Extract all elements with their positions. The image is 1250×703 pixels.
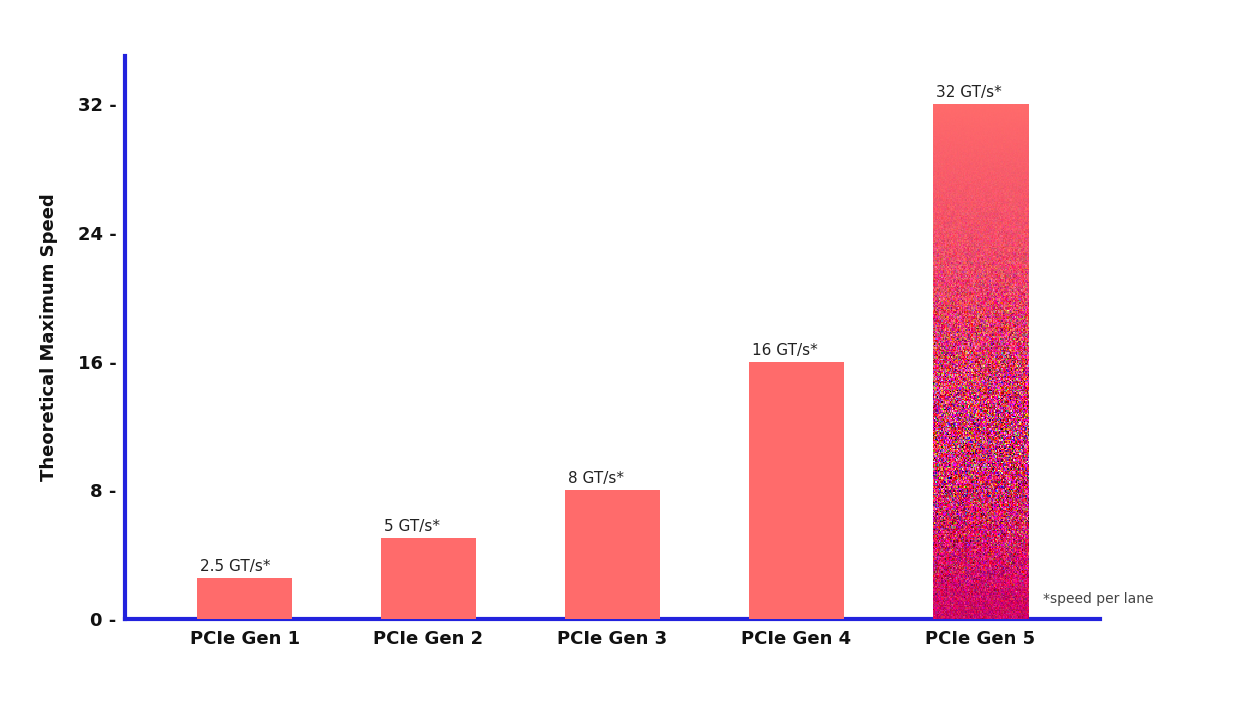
Bar (196, 579, 292, 619)
Text: 2.5 GT/s*: 2.5 GT/s* (200, 560, 271, 574)
Text: 5 GT/s*: 5 GT/s* (385, 520, 440, 534)
Text: *speed per lane: *speed per lane (1042, 592, 1154, 606)
Bar (749, 361, 844, 619)
Bar (381, 538, 476, 619)
Text: 32 GT/s*: 32 GT/s* (936, 86, 1002, 101)
Y-axis label: Theoretical Maximum Speed: Theoretical Maximum Speed (40, 193, 59, 482)
Bar (565, 490, 660, 619)
Text: 8 GT/s*: 8 GT/s* (569, 471, 624, 486)
Text: 16 GT/s*: 16 GT/s* (752, 342, 818, 358)
